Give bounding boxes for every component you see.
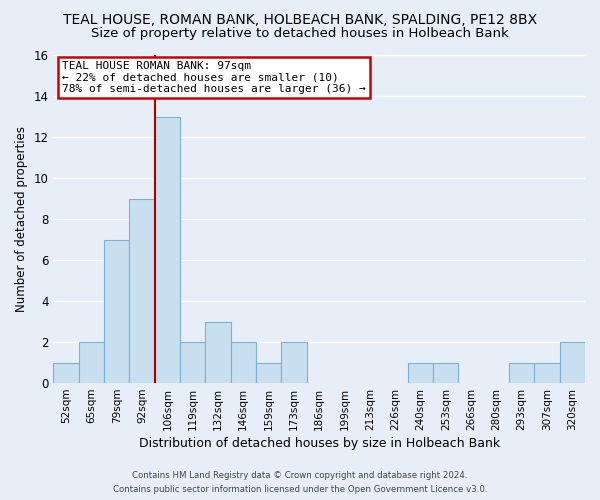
- Bar: [53, 362, 79, 383]
- Text: TEAL HOUSE ROMAN BANK: 97sqm
← 22% of detached houses are smaller (10)
78% of se: TEAL HOUSE ROMAN BANK: 97sqm ← 22% of de…: [62, 61, 366, 94]
- Bar: [155, 116, 180, 383]
- X-axis label: Distribution of detached houses by size in Holbeach Bank: Distribution of detached houses by size …: [139, 437, 500, 450]
- Bar: [560, 342, 585, 383]
- Bar: [535, 362, 560, 383]
- Text: Contains HM Land Registry data © Crown copyright and database right 2024.
Contai: Contains HM Land Registry data © Crown c…: [113, 472, 487, 494]
- Bar: [130, 198, 155, 383]
- Text: Size of property relative to detached houses in Holbeach Bank: Size of property relative to detached ho…: [91, 28, 509, 40]
- Bar: [79, 342, 104, 383]
- Bar: [205, 322, 230, 383]
- Bar: [433, 362, 458, 383]
- Bar: [281, 342, 307, 383]
- Bar: [230, 342, 256, 383]
- Bar: [509, 362, 535, 383]
- Bar: [180, 342, 205, 383]
- Bar: [256, 362, 281, 383]
- Text: TEAL HOUSE, ROMAN BANK, HOLBEACH BANK, SPALDING, PE12 8BX: TEAL HOUSE, ROMAN BANK, HOLBEACH BANK, S…: [63, 12, 537, 26]
- Bar: [104, 240, 130, 383]
- Y-axis label: Number of detached properties: Number of detached properties: [15, 126, 28, 312]
- Bar: [408, 362, 433, 383]
